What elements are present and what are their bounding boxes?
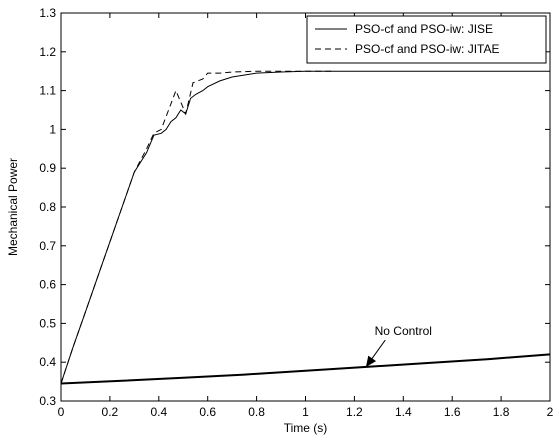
- y-tick-label: 0.3: [39, 394, 56, 408]
- y-tick-label: 0.9: [39, 161, 56, 175]
- legend-label: PSO-cf and PSO-iw: JITAE: [355, 42, 499, 56]
- series-line-pso-cf-and-pso-iw-jitae: [60, 70, 335, 384]
- y-tick-label: 0.6: [39, 278, 56, 292]
- x-tick-label: 0: [58, 405, 65, 419]
- x-tick-label: 1.4: [395, 405, 412, 419]
- y-tick-label: 0.4: [39, 355, 56, 369]
- y-tick-label: 0.8: [39, 200, 56, 214]
- x-tick-label: 0.6: [199, 405, 216, 419]
- series-line-no-control: [60, 353, 551, 385]
- y-tick-label: 1.1: [39, 84, 56, 98]
- x-tick-label: 1: [302, 405, 309, 419]
- annotation-arrowhead: [365, 355, 377, 368]
- axes: 0 0.2 0.4 0.6 0.8 1 1.2 1.4 1.6 1.8 2 0.3 0.4 0.5 0.6 0…: [6, 6, 554, 435]
- x-tick-label: 1.8: [493, 405, 510, 419]
- x-tick-label: 0.2: [102, 405, 119, 419]
- y-tick-label: 1.3: [39, 6, 56, 20]
- y-tick-label: 0.7: [39, 239, 56, 253]
- x-tick-label: 1.6: [444, 405, 461, 419]
- series-layer: [60, 70, 551, 385]
- x-tick-label: 0.4: [150, 405, 167, 419]
- x-tick-label: 1.2: [346, 405, 363, 419]
- x-tick-label: 0.8: [248, 405, 265, 419]
- y-tick-label: 1: [49, 122, 56, 136]
- legend-box: [306, 15, 547, 64]
- y-tick-label: 0.5: [39, 316, 56, 330]
- y-axis-title: Mechanical Power: [6, 158, 20, 256]
- legend: PSO-cf and PSO-iw: JISE PSO-cf and PSO-iw…: [306, 15, 547, 64]
- y-tick-label: 1.2: [39, 45, 56, 59]
- annotation-text: No Control: [375, 324, 432, 338]
- legend-label: PSO-cf and PSO-iw: JISE: [355, 22, 493, 36]
- x-tick-label: 2: [547, 405, 554, 419]
- annotation-layer: No Control: [365, 324, 432, 368]
- x-axis-title: Time (s): [284, 421, 328, 435]
- series-line-pso-cf-and-pso-iw-jise: [60, 70, 550, 384]
